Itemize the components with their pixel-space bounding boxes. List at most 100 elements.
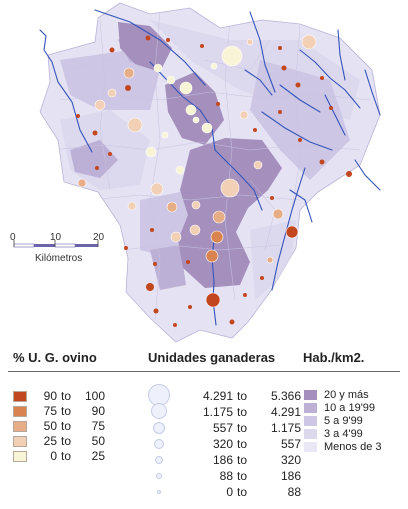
- livestock-circle: [153, 63, 163, 73]
- legend-swatch: [13, 391, 27, 402]
- range-to: 88: [287, 485, 301, 499]
- river: [244, 69, 273, 96]
- river: [214, 149, 263, 211]
- range-connector: to: [61, 434, 72, 448]
- scale-unit-label: Kilómetros: [35, 253, 82, 264]
- legend-ovino-title: % U. G. ovino: [13, 350, 97, 365]
- range-connector: to: [237, 437, 248, 451]
- river: [289, 189, 313, 223]
- livestock-circle: [266, 256, 274, 264]
- river: [279, 84, 321, 113]
- size-circle: [157, 490, 161, 494]
- livestock-circle: [205, 249, 219, 263]
- range-connector: to: [237, 405, 248, 419]
- livestock-dot: [200, 44, 204, 48]
- livestock-dot: [186, 260, 190, 264]
- river: [94, 9, 206, 86]
- range-from: 25: [43, 434, 57, 448]
- range-from: 0: [226, 485, 233, 499]
- legend-swatch: [13, 451, 27, 462]
- scale-tick-label: 20: [93, 232, 105, 243]
- livestock-circle: [166, 201, 178, 213]
- livestock-circle: [285, 225, 299, 239]
- livestock-circle: [191, 200, 201, 210]
- range-connector: to: [61, 404, 72, 418]
- range-to: 100: [84, 389, 105, 403]
- range-to: 25: [91, 449, 105, 463]
- livestock-dot: [124, 246, 128, 250]
- range-to: 90: [91, 404, 105, 418]
- map: 0 10 20 Kilómetros: [10, 2, 381, 343]
- range-from: 320: [212, 437, 233, 451]
- river: [364, 69, 381, 116]
- livestock-dot: [150, 228, 154, 232]
- river: [299, 49, 361, 109]
- livestock-dot: [346, 171, 352, 177]
- size-circle: [153, 422, 165, 434]
- range-from: 186: [212, 453, 233, 467]
- scale-tick-label: 0: [10, 232, 16, 243]
- range-to: 50: [91, 434, 105, 448]
- range-to: 1.175: [270, 421, 301, 435]
- density-label: 5 a 9'99: [324, 415, 363, 427]
- livestock-circle: [94, 99, 106, 111]
- river: [271, 167, 306, 291]
- range-to: 186: [280, 469, 301, 483]
- range-from: 1.175: [202, 405, 233, 419]
- river: [354, 159, 381, 191]
- livestock-dot: [298, 138, 302, 142]
- range-to: 4.291: [270, 405, 301, 419]
- legend-hab-title: Hab./km2.: [303, 350, 365, 365]
- livestock-dot: [216, 102, 220, 106]
- livestock-dot: [243, 293, 247, 297]
- density-zone: [118, 22, 172, 72]
- livestock-dot: [229, 319, 235, 325]
- livestock-circle: [210, 62, 218, 70]
- livestock-circle: [77, 178, 87, 188]
- livestock-circle: [201, 122, 213, 134]
- legend-swatch: [304, 403, 317, 413]
- livestock-dot: [320, 76, 324, 80]
- livestock-dot: [319, 159, 325, 165]
- livestock-circle: [166, 75, 176, 85]
- density-zone: [250, 60, 350, 180]
- legend-swatch: [13, 406, 27, 417]
- livestock-circle: [192, 116, 200, 124]
- range-connector: to: [61, 389, 72, 403]
- range-from: 90: [43, 389, 57, 403]
- range-connector: to: [61, 419, 72, 433]
- size-circle: [154, 439, 164, 449]
- river: [149, 61, 216, 151]
- legend-unidades-title: Unidades ganaderas: [148, 350, 276, 365]
- livestock-circle: [161, 131, 169, 139]
- livestock-dot: [146, 283, 154, 291]
- livestock-dot: [278, 110, 282, 114]
- livestock-circle: [220, 178, 240, 198]
- river: [261, 111, 333, 151]
- range-connector: to: [237, 485, 248, 499]
- livestock-dot: [270, 196, 274, 200]
- range-to: 557: [280, 437, 301, 451]
- livestock-circle: [145, 146, 157, 158]
- legend-divider: [8, 371, 400, 372]
- scale-bar: 0 10 20 Kilómetros: [10, 232, 105, 264]
- livestock-circle: [127, 117, 143, 133]
- legend-swatch: [304, 390, 317, 400]
- livestock-circle: [246, 38, 254, 46]
- livestock-dot: [260, 276, 264, 280]
- livestock-dot: [92, 130, 98, 136]
- river: [324, 94, 346, 136]
- river: [337, 29, 346, 81]
- legend-swatch: [13, 421, 27, 432]
- range-from: 557: [212, 421, 233, 435]
- range-from: 4.291: [202, 389, 233, 403]
- size-circle: [155, 456, 163, 464]
- size-circle: [156, 473, 162, 479]
- livestock-dot: [188, 305, 192, 309]
- livestock-circle: [189, 224, 201, 236]
- livestock-circle: [179, 81, 193, 95]
- river: [211, 231, 217, 326]
- range-connector: to: [237, 421, 248, 435]
- livestock-dot: [281, 65, 287, 71]
- livestock-circle: [210, 230, 224, 244]
